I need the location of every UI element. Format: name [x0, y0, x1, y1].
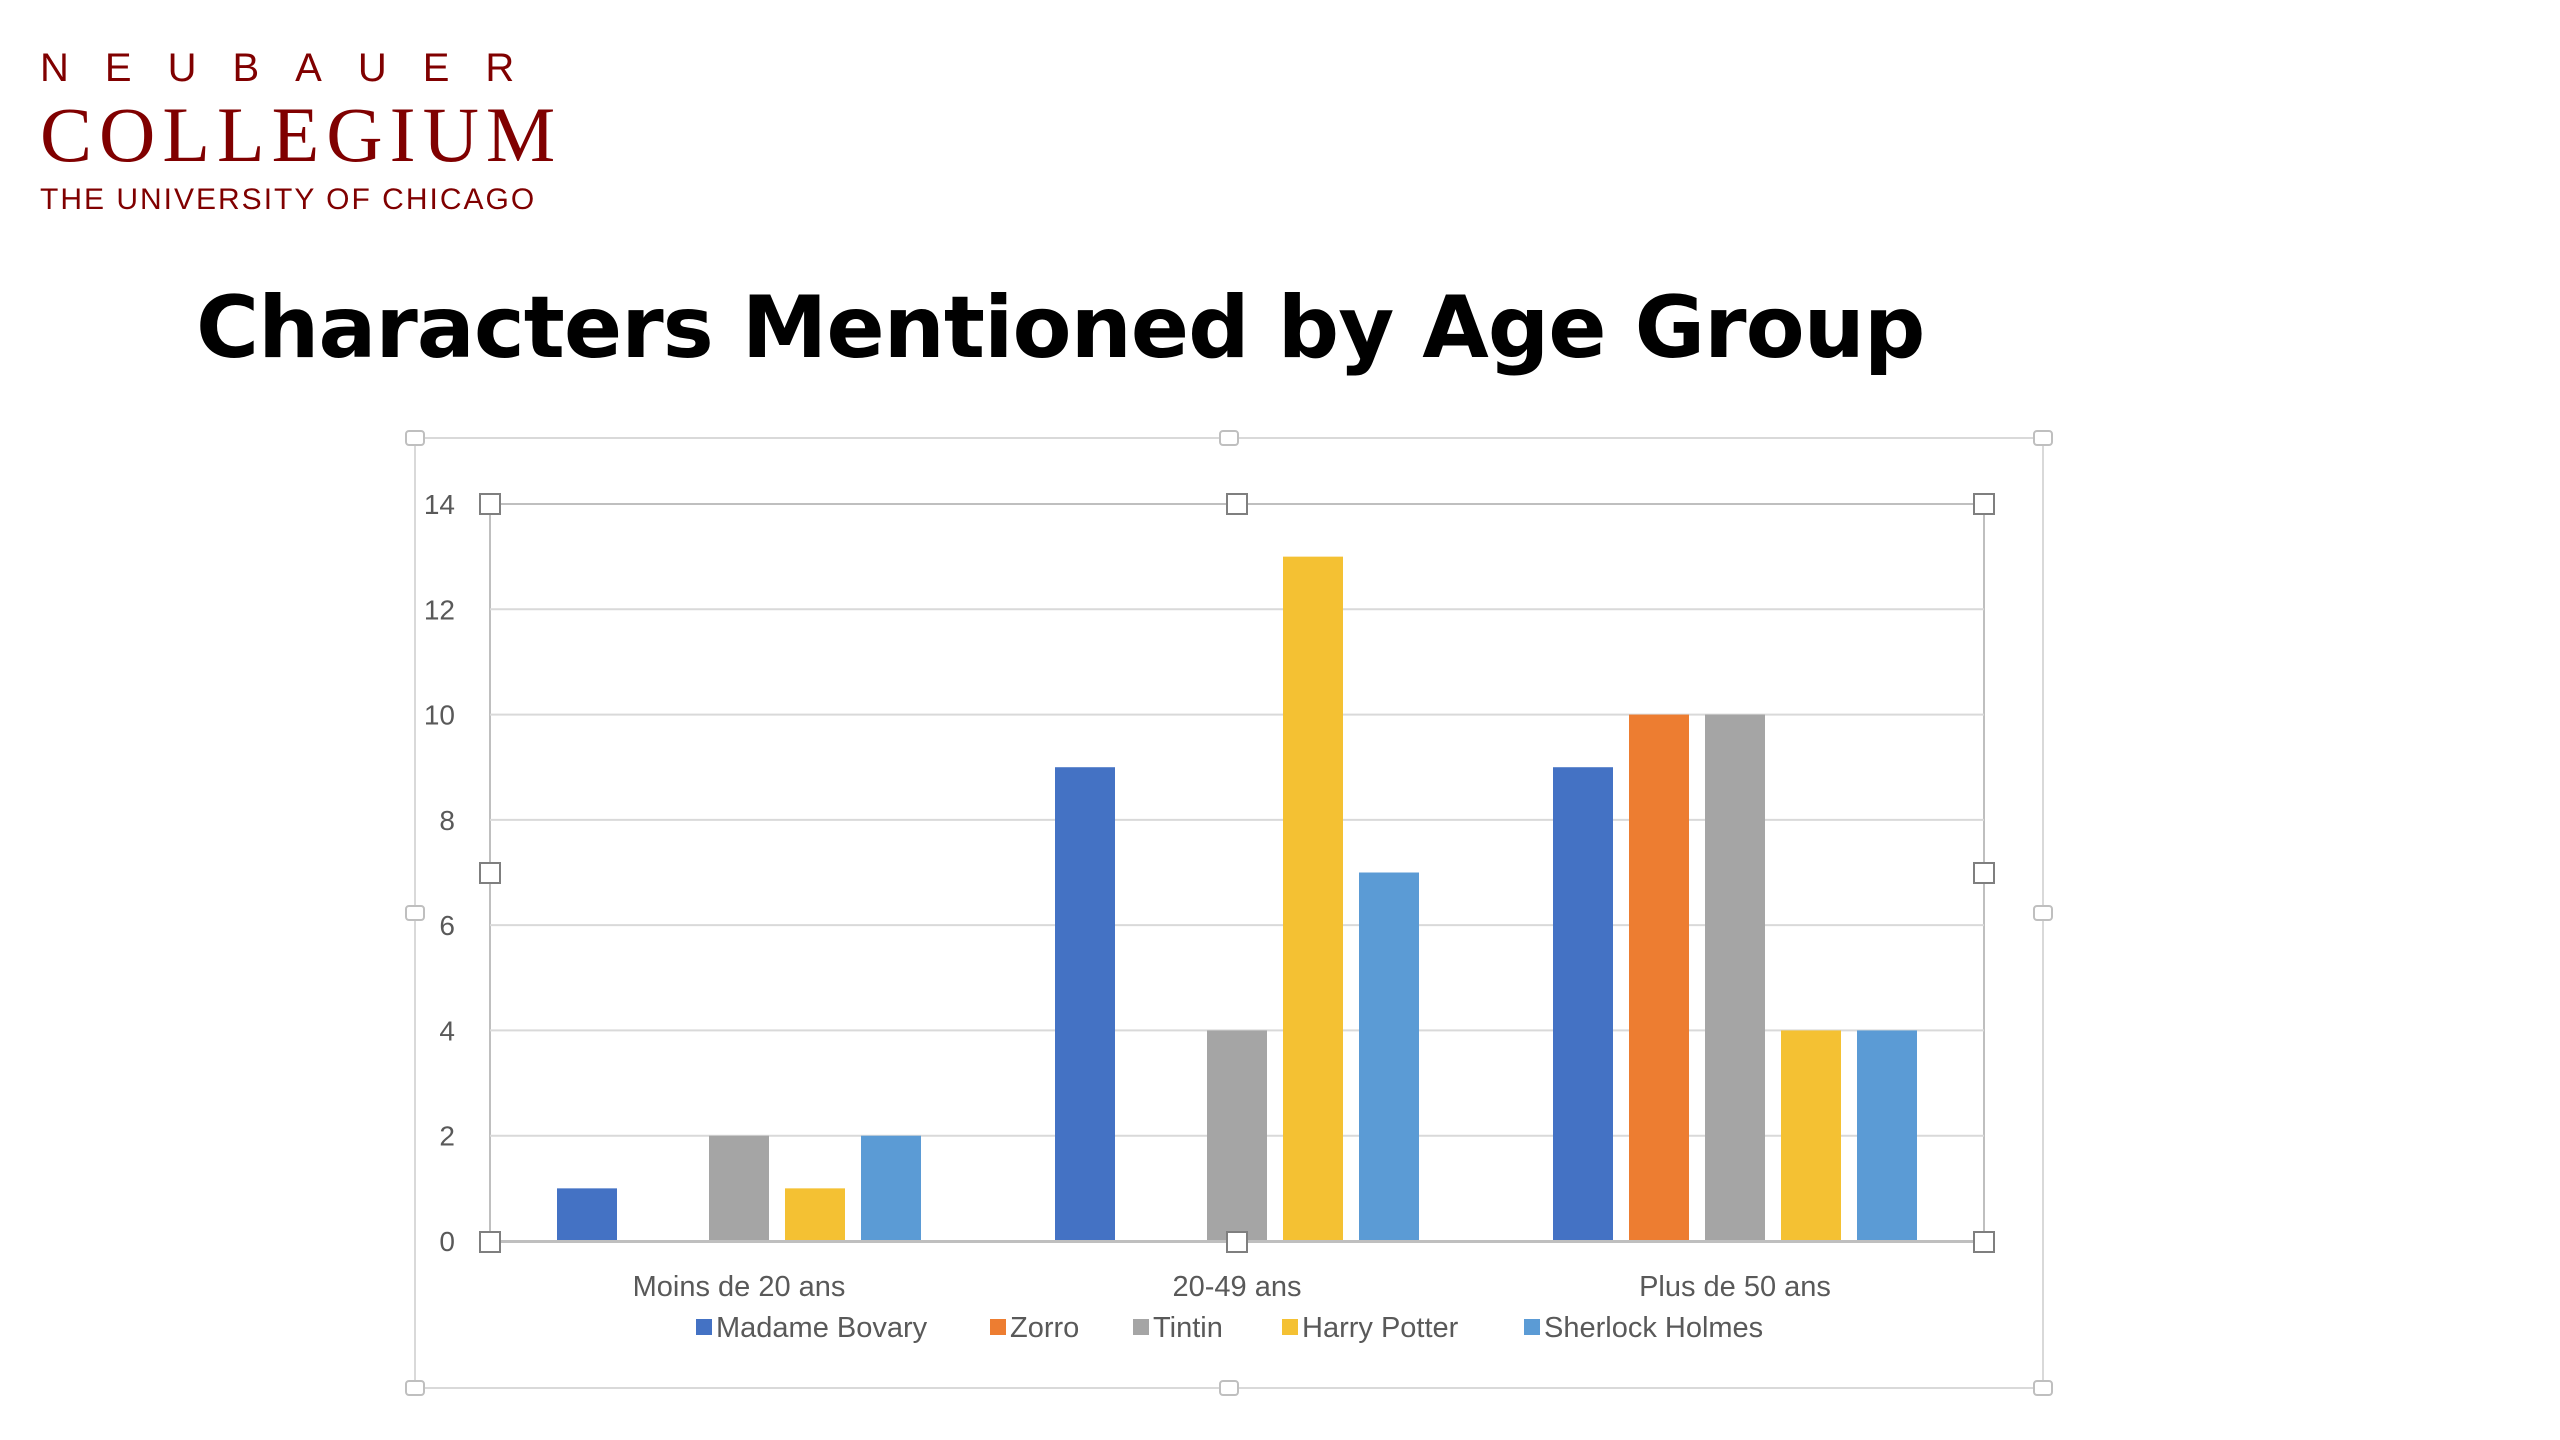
- bar-harry-potter-0: [785, 1188, 845, 1241]
- y-tick-label: 2: [439, 1121, 455, 1152]
- legend-label: Zorro: [1010, 1312, 1079, 1344]
- legend-item-zorro: Zorro: [990, 1312, 1079, 1344]
- chart-frame-handles[interactable]: [405, 430, 2053, 1396]
- frame-resize-handle[interactable]: [2033, 905, 2053, 921]
- plot-resize-handle[interactable]: [1973, 1231, 1995, 1253]
- frame-resize-handle[interactable]: [1219, 1380, 1239, 1396]
- legend: Madame Bovary Zorro Tintin Harry Potter Sher…: [696, 1312, 1763, 1344]
- plot-resize-handle[interactable]: [479, 493, 501, 515]
- legend-swatch: [990, 1319, 1006, 1335]
- y-tick-label: 12: [424, 594, 455, 625]
- logo-line-collegium: COLLEGIUM: [40, 91, 563, 178]
- legend-label: Sherlock Holmes: [1544, 1312, 1763, 1344]
- bar-tintin-1: [1207, 1030, 1267, 1241]
- legend-item-madame-bovary: Madame Bovary: [696, 1312, 928, 1344]
- bar-tintin-2: [1705, 714, 1765, 1241]
- plot-resize-handle[interactable]: [479, 862, 501, 884]
- logo-line-university: THE UNIVERSITY OF CHICAGO: [40, 183, 537, 216]
- legend-item-tintin: Tintin: [1133, 1312, 1223, 1344]
- legend-swatch: [1524, 1319, 1540, 1335]
- frame-resize-handle[interactable]: [405, 1380, 425, 1396]
- plot-resize-handle[interactable]: [479, 1231, 501, 1253]
- bar-sherlock-holmes-1: [1359, 872, 1419, 1241]
- y-tick-label: 0: [439, 1226, 455, 1257]
- bar-sherlock-holmes-2: [1857, 1030, 1917, 1241]
- y-tick-label: 14: [424, 489, 455, 520]
- legend-item-sherlock-holmes: Sherlock Holmes: [1524, 1312, 1763, 1344]
- frame-resize-handle[interactable]: [405, 905, 425, 921]
- neubauer-collegium-logo: NEUBAUER COLLEGIUM THE UNIVERSITY OF CHI…: [40, 40, 562, 222]
- frame-resize-handle[interactable]: [1219, 430, 1239, 446]
- frame-resize-handle[interactable]: [2033, 430, 2053, 446]
- y-tick-label: 6: [439, 910, 455, 941]
- x-category-label: 20-49 ans: [1173, 1271, 1302, 1303]
- slide-title: Characters Mentioned by Age Group: [196, 278, 1925, 378]
- legend-swatch: [696, 1319, 712, 1335]
- bar-harry-potter-2: [1781, 1030, 1841, 1241]
- bar-sherlock-holmes-0: [861, 1135, 921, 1241]
- x-category-label: Moins de 20 ans: [633, 1271, 846, 1303]
- plot-area-handles[interactable]: [479, 493, 1995, 1253]
- frame-resize-handle[interactable]: [2033, 1380, 2053, 1396]
- bar-madame-bovary-1: [1055, 767, 1115, 1241]
- bar-madame-bovary-0: [557, 1188, 617, 1241]
- bar-tintin-0: [709, 1135, 769, 1241]
- plot-resize-handle[interactable]: [1973, 862, 1995, 884]
- y-axis-ticks: 0 2 4 6 8 10 12 14: [424, 489, 455, 1257]
- plot-resize-handle[interactable]: [1226, 493, 1248, 515]
- legend-label: Tintin: [1153, 1312, 1223, 1344]
- y-tick-label: 10: [424, 700, 455, 731]
- bar-madame-bovary-2: [1553, 767, 1613, 1241]
- legend-swatch: [1133, 1319, 1149, 1335]
- legend-label: Madame Bovary: [716, 1312, 928, 1344]
- bar-zorro-2: [1629, 714, 1689, 1241]
- legend-label: Harry Potter: [1302, 1312, 1459, 1344]
- logo-line-neubauer: NEUBAUER: [40, 46, 551, 90]
- x-category-label: Plus de 50 ans: [1639, 1271, 1831, 1303]
- y-tick-label: 8: [439, 805, 455, 836]
- category-labels: Moins de 20 ans 20-49 ans Plus de 50 ans: [633, 1271, 1831, 1303]
- plot-resize-handle[interactable]: [1973, 493, 1995, 515]
- bars: [557, 556, 1917, 1241]
- legend-swatch: [1282, 1319, 1298, 1335]
- plot-resize-handle[interactable]: [1226, 1231, 1248, 1253]
- bar-harry-potter-1: [1283, 556, 1343, 1241]
- frame-resize-handle[interactable]: [405, 430, 425, 446]
- y-tick-label: 4: [439, 1015, 455, 1046]
- legend-item-harry-potter: Harry Potter: [1282, 1312, 1459, 1344]
